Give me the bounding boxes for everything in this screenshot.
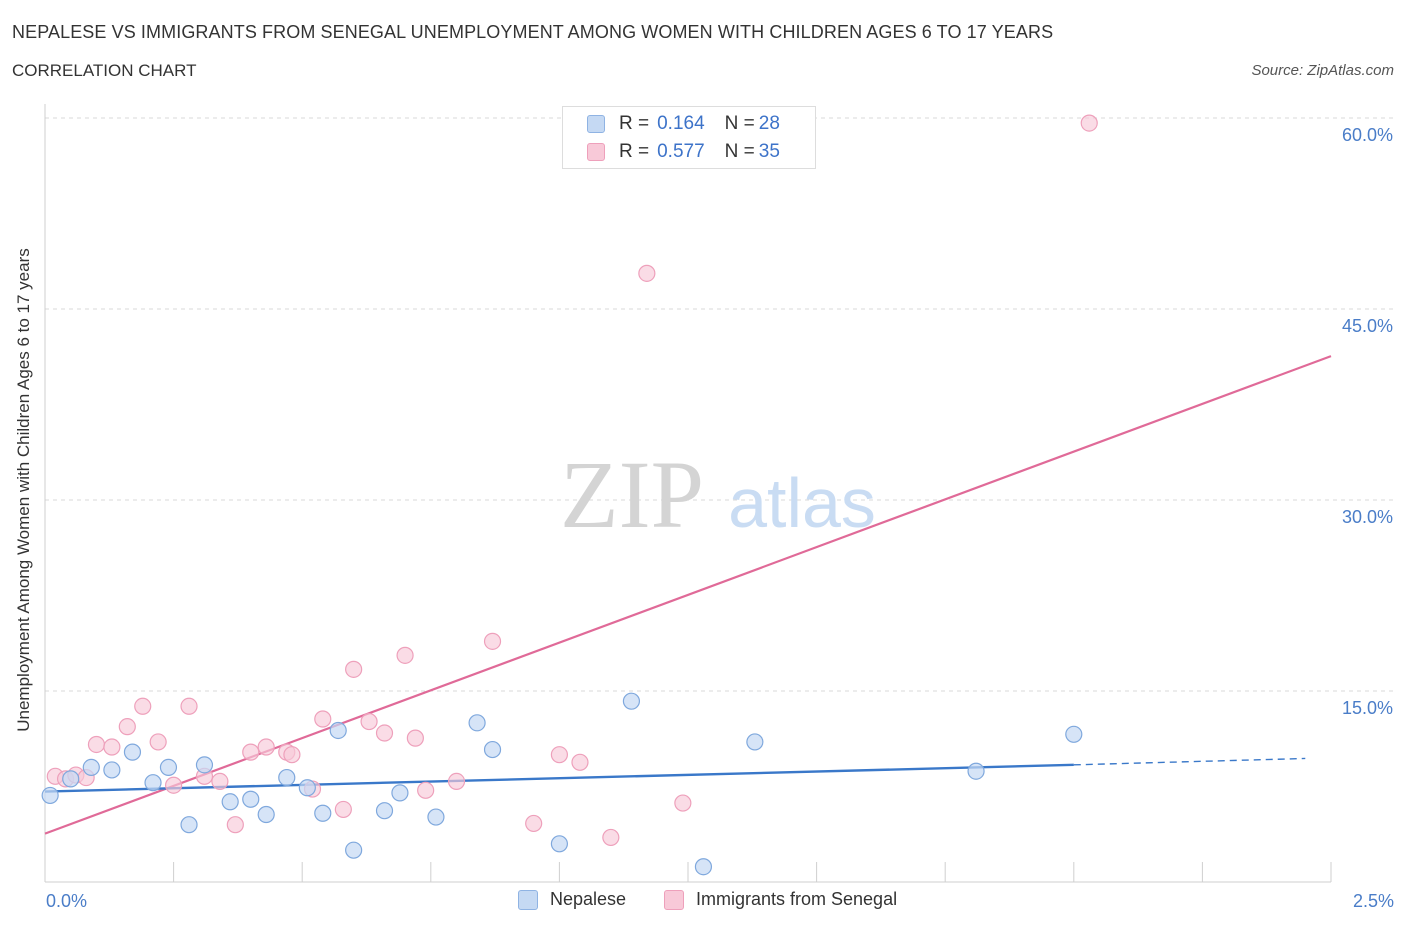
legend-label-nepalese: Nepalese bbox=[550, 889, 627, 909]
chart-title: NEPALESE VS IMMIGRANTS FROM SENEGAL UNEM… bbox=[12, 22, 1054, 42]
senegal-point bbox=[360, 712, 378, 731]
n-label: N = bbox=[724, 141, 755, 162]
nepalese-point bbox=[483, 740, 502, 759]
chart-subtitle: CORRELATION CHART bbox=[12, 61, 197, 80]
nepalese-point bbox=[195, 756, 214, 774]
stats-legend: R = 0.164 N = 28 R = 0.577 N = 35 bbox=[562, 106, 816, 169]
nepalese-point bbox=[1065, 725, 1083, 743]
senegal-point bbox=[406, 729, 424, 747]
senegal-point bbox=[483, 632, 502, 650]
senegal-point bbox=[396, 646, 414, 664]
nepalese-point bbox=[144, 774, 162, 792]
nepalese-point bbox=[62, 770, 80, 788]
r-value: 0.577 bbox=[657, 141, 705, 162]
senegal-point bbox=[103, 738, 121, 756]
watermark-atlas: atlas bbox=[728, 464, 876, 542]
nepalese-point bbox=[278, 768, 296, 787]
senegal-point bbox=[447, 772, 466, 791]
senegal-legend-swatch bbox=[664, 889, 684, 910]
senegal-point bbox=[674, 794, 692, 812]
axes bbox=[44, 104, 1332, 883]
r-label: R = bbox=[619, 113, 650, 134]
nepalese-point bbox=[314, 804, 332, 822]
nepalese-point bbox=[622, 692, 641, 710]
nepalese-point bbox=[221, 793, 239, 811]
nepalese-point bbox=[103, 761, 121, 779]
senegal-point bbox=[87, 735, 106, 754]
nepalese-point bbox=[82, 758, 100, 777]
r-label: R = bbox=[619, 141, 650, 162]
nepalese-point bbox=[550, 835, 569, 853]
nepalese-point bbox=[345, 841, 363, 859]
series-legend: Nepalese Immigrants from Senegal bbox=[0, 889, 1406, 915]
nepalese-point bbox=[967, 762, 985, 780]
nepalese-point bbox=[391, 784, 409, 802]
n-value: 28 bbox=[758, 113, 780, 134]
senegal-point bbox=[134, 697, 152, 715]
y-tick-labels: 15.0% 30.0% 45.0% 60.0% bbox=[1342, 125, 1393, 718]
senegal-point bbox=[525, 814, 543, 833]
nepalese-point bbox=[746, 733, 764, 751]
data-points bbox=[41, 114, 1098, 876]
nepalese-point bbox=[468, 714, 486, 732]
y-tick-label: 30.0% bbox=[1342, 507, 1393, 527]
x-tick-label-min: 0.0% bbox=[46, 891, 88, 911]
nepalese-point bbox=[159, 758, 178, 777]
grid-lines bbox=[45, 117, 1394, 692]
senegal-point bbox=[149, 733, 167, 751]
y-tick-label: 15.0% bbox=[1342, 698, 1393, 718]
y-tick-label: 45.0% bbox=[1342, 316, 1393, 336]
trend-lines bbox=[44, 355, 1332, 835]
nepalese-trend-extension bbox=[1073, 757, 1306, 766]
senegal-point bbox=[242, 743, 260, 761]
senegal-point bbox=[118, 718, 136, 736]
senegal-point bbox=[375, 724, 394, 742]
nepalese-point bbox=[242, 790, 260, 808]
nepalese-point bbox=[329, 721, 347, 740]
senegal-point bbox=[571, 753, 589, 771]
senegal-point bbox=[180, 697, 198, 715]
senegal-point bbox=[211, 772, 229, 791]
legend-item-senegal[interactable]: Immigrants from Senegal bbox=[664, 889, 897, 910]
senegal-point bbox=[602, 828, 620, 847]
y-tick-label: 60.0% bbox=[1342, 125, 1393, 145]
nepalese-point bbox=[298, 779, 316, 797]
stats-row-nepalese: R = 0.164 N = 28 bbox=[587, 112, 780, 136]
senegal-point bbox=[638, 264, 656, 282]
r-value: 0.164 bbox=[657, 113, 705, 134]
nepalese-point bbox=[123, 743, 142, 761]
senegal-point bbox=[417, 781, 435, 799]
nepalese-swatch bbox=[587, 115, 605, 133]
nepalese-point bbox=[427, 808, 445, 826]
senegal-point bbox=[257, 738, 275, 756]
source-credit: Source: ZipAtlas.com bbox=[1251, 62, 1394, 79]
watermark-zip: ZIP bbox=[560, 441, 704, 548]
nepalese-point bbox=[257, 805, 275, 824]
senegal-point bbox=[1080, 114, 1098, 132]
n-label: N = bbox=[724, 113, 755, 134]
nepalese-legend-swatch bbox=[518, 889, 538, 910]
senegal-point bbox=[314, 710, 332, 728]
legend-item-nepalese[interactable]: Nepalese bbox=[518, 889, 626, 910]
senegal-point bbox=[345, 660, 363, 678]
senegal-point bbox=[283, 746, 301, 764]
nepalese-point bbox=[375, 802, 394, 820]
senegal-swatch bbox=[587, 143, 605, 161]
senegal-point bbox=[226, 816, 244, 834]
nepalese-point bbox=[41, 786, 59, 805]
nepalese-point bbox=[694, 858, 713, 876]
senegal-point bbox=[550, 746, 569, 764]
legend-label-senegal: Immigrants from Senegal bbox=[696, 889, 898, 909]
nepalese-point bbox=[180, 816, 198, 834]
n-value: 35 bbox=[758, 141, 780, 162]
stats-row-senegal: R = 0.577 N = 35 bbox=[587, 140, 780, 164]
senegal-point bbox=[334, 800, 352, 819]
senegal-trend-line bbox=[44, 355, 1332, 835]
senegal-point bbox=[165, 776, 183, 794]
watermark: ZIP atlas bbox=[560, 441, 876, 548]
x-tick-label-max: 2.5% bbox=[1352, 891, 1394, 911]
